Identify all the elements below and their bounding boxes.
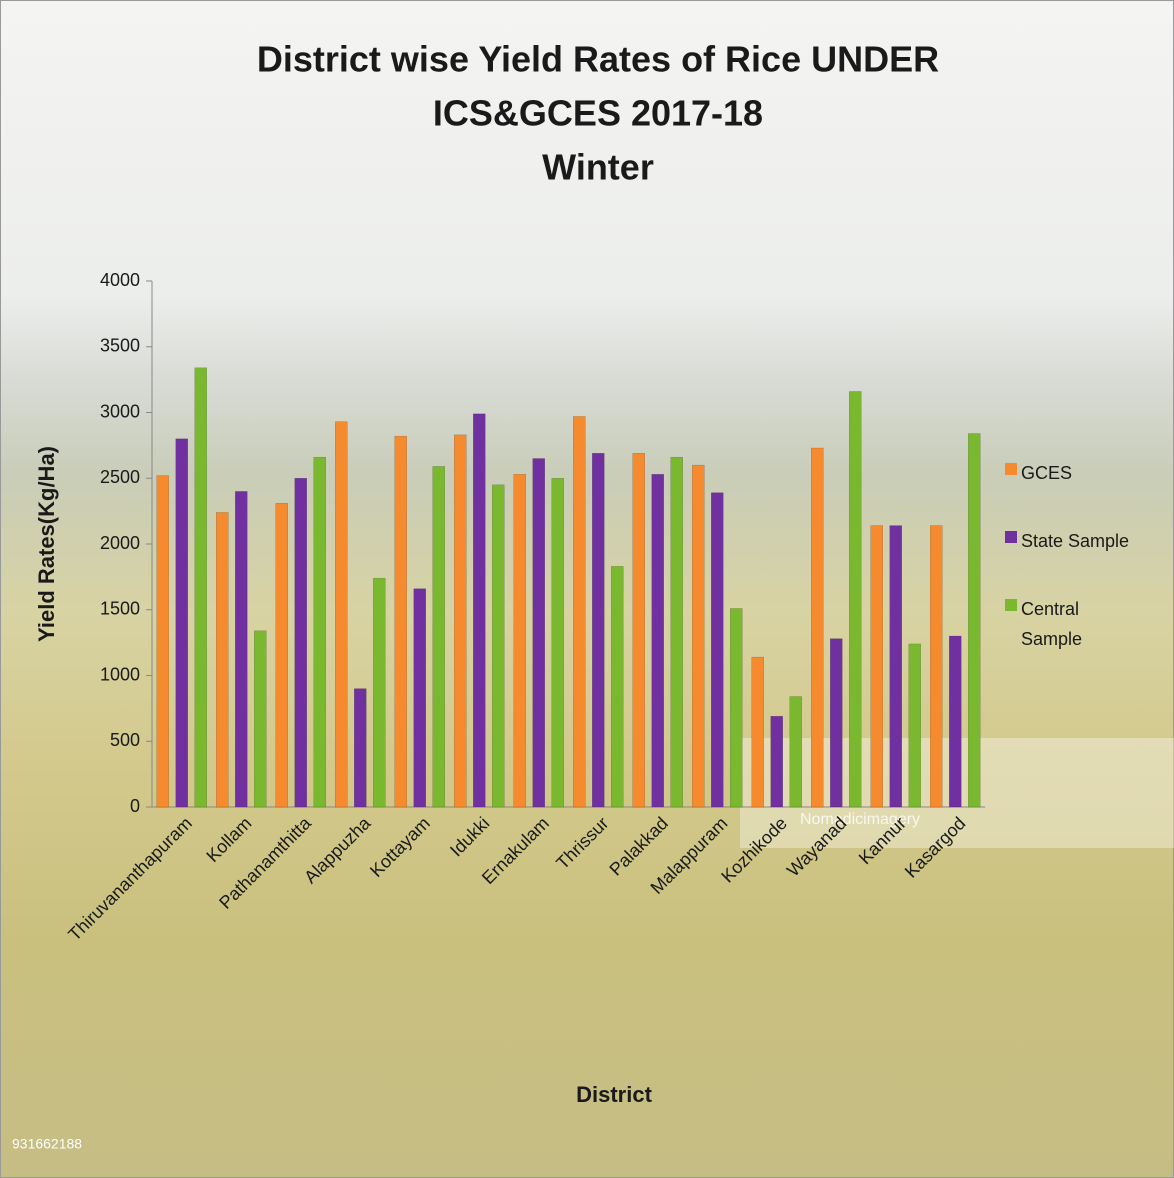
legend-swatch [1005, 463, 1017, 475]
legend: GCES State Sample Central Sample [1005, 458, 1165, 692]
bar [313, 456, 326, 808]
bar [849, 391, 862, 808]
y-tick-label: 3000 [100, 401, 140, 421]
bar [930, 525, 943, 808]
bar [254, 630, 267, 808]
bar [432, 466, 445, 808]
bar [651, 474, 664, 808]
bar [156, 475, 169, 808]
bar [394, 435, 407, 808]
y-tick-label: 1500 [100, 599, 140, 619]
chart-title: ICS&GCES 2017-18 [433, 93, 763, 134]
legend-label: GCES [1021, 463, 1073, 483]
y-tick-label: 2500 [100, 467, 140, 487]
x-tick-label: Thiruvananthapuram [64, 813, 196, 945]
legend-item: GCES [1005, 458, 1165, 488]
bar [751, 656, 764, 808]
bar [454, 434, 467, 808]
bar [413, 588, 426, 808]
bar [175, 438, 188, 808]
legend-swatch [1005, 531, 1017, 543]
bar [692, 464, 705, 808]
bar [711, 492, 724, 808]
x-axis-title: District [576, 1082, 652, 1107]
y-tick-label: 0 [130, 796, 140, 816]
legend-item: State Sample [1005, 526, 1165, 556]
bar [492, 484, 505, 808]
watermark: Nomadicimagery [800, 811, 920, 828]
bar [513, 474, 526, 808]
bar [592, 453, 605, 808]
bar [908, 643, 921, 808]
legend-label: Central Sample [1021, 599, 1083, 649]
bar [789, 696, 802, 808]
bar [632, 453, 645, 808]
bar [235, 491, 248, 808]
legend-swatch [1005, 599, 1017, 611]
y-tick-label: 500 [110, 730, 140, 750]
y-axis-title: Yield Rates(Kg/Ha) [34, 446, 59, 642]
y-tick-label: 3500 [100, 336, 140, 356]
legend-item: Central Sample [1005, 594, 1165, 654]
bar [354, 688, 367, 808]
bar [770, 716, 783, 808]
y-tick-label: 2000 [100, 533, 140, 553]
bar [373, 577, 386, 808]
bar [294, 478, 307, 808]
bar [670, 456, 683, 808]
x-tick-label: Alappuzha [300, 812, 375, 887]
bar [870, 525, 883, 808]
bar [275, 502, 288, 808]
bar [889, 525, 902, 808]
bar [811, 447, 824, 808]
bar [532, 458, 545, 808]
chart-title: Winter [542, 147, 654, 188]
bar [830, 638, 843, 808]
x-tick-label: Idukki [446, 813, 493, 860]
x-tick-label: Thrissur [552, 813, 612, 873]
y-tick-label: 1000 [100, 664, 140, 684]
bar [968, 433, 981, 808]
bar [194, 367, 207, 808]
y-tick-label: 4000 [100, 270, 140, 290]
bar [473, 413, 486, 808]
bar [611, 566, 624, 808]
bar [335, 421, 348, 808]
bar [216, 512, 229, 808]
watermark: 931662188 [12, 1136, 82, 1152]
bar [573, 416, 586, 808]
chart-title: District wise Yield Rates of Rice UNDER [257, 39, 939, 80]
x-tick-label: Kottayam [366, 813, 434, 881]
legend-label: State Sample [1021, 531, 1130, 551]
bar [551, 478, 564, 808]
bar [730, 608, 743, 808]
bar [949, 635, 962, 808]
x-tick-label: Kollam [202, 813, 255, 866]
